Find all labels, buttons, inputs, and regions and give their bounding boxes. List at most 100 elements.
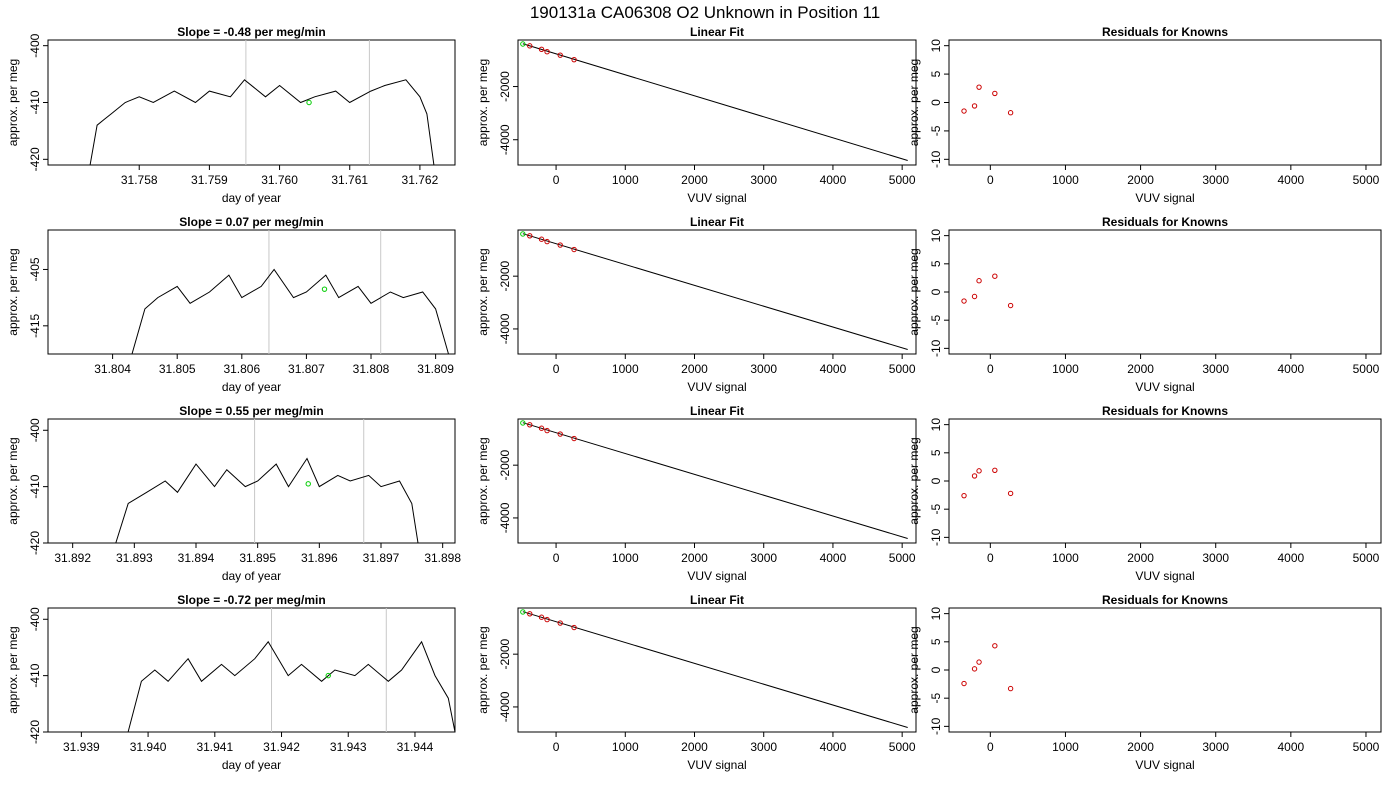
- x-tick-label: 31.760: [261, 173, 298, 187]
- panel-title: Residuals for Knowns: [1102, 404, 1228, 418]
- residual-point: [971, 473, 978, 479]
- panel-title: Linear Fit: [690, 215, 744, 229]
- plot-frame: [517, 607, 917, 733]
- x-tick-label: 3000: [750, 740, 777, 754]
- x-tick-label: 0: [553, 740, 560, 754]
- known-point: [571, 435, 577, 442]
- plot-frame: [47, 607, 456, 733]
- plot-area: [520, 420, 908, 539]
- x-axis-label: day of year: [222, 380, 281, 394]
- plot-frame: [47, 418, 456, 544]
- x-tick-label: 0: [987, 173, 994, 187]
- x-axis-label: day of year: [222, 758, 281, 772]
- plot-area: [961, 467, 1014, 499]
- x-tick-label: 3000: [1202, 362, 1229, 376]
- y-tick-label: 10: [929, 229, 943, 243]
- x-tick-label: 31.939: [63, 740, 100, 754]
- panel-residuals-row-2: Residuals for Knowns 0 1000 2000 3000 4000 500…: [907, 215, 1382, 394]
- fit-line: [522, 233, 908, 350]
- panel-title: Residuals for Knowns: [1102, 215, 1228, 229]
- known-point: [544, 616, 550, 623]
- known-point: [544, 238, 550, 245]
- y-tick-label: 5: [929, 260, 943, 267]
- x-axis-label: VUV signal: [687, 191, 746, 205]
- y-tick-label: 0: [929, 288, 943, 295]
- y-tick-label: -420: [28, 720, 42, 744]
- panel-residuals-row-1: Residuals for Knowns 0 1000 2000 3000 4000 500…: [907, 25, 1382, 205]
- y-tick-label: 0: [929, 666, 943, 673]
- y-tick-label: -2000: [498, 261, 512, 292]
- y-axis-label: approx. per meg: [476, 248, 490, 335]
- unknown-point: [306, 99, 312, 106]
- y-tick-label: -400: [28, 607, 42, 631]
- x-tick-label: 31.940: [130, 740, 167, 754]
- panel-title: Residuals for Knowns: [1102, 593, 1228, 607]
- y-tick-label: 0: [929, 477, 943, 484]
- y-axis-label: approx. per meg: [6, 248, 20, 335]
- x-tick-label: 3000: [1202, 173, 1229, 187]
- x-tick-label: 4000: [820, 173, 847, 187]
- x-axis-label: VUV signal: [687, 380, 746, 394]
- panel-grid: Slope = -0.48 per meg/min 31.758 31.759 31.…: [6, 25, 1382, 772]
- residual-point: [1007, 490, 1014, 497]
- x-tick-label: 31.898: [424, 551, 461, 565]
- plot-area: [89, 40, 435, 165]
- residual-point: [1007, 685, 1014, 692]
- residual-point: [961, 108, 967, 114]
- residual-point: [1007, 110, 1014, 116]
- y-tick-label: -400: [28, 33, 42, 57]
- unknown-point: [520, 609, 526, 615]
- known-point: [527, 43, 533, 49]
- residual-point: [976, 84, 982, 90]
- x-tick-label: 31.892: [54, 551, 91, 565]
- y-axis-label: approx. per meg: [6, 626, 20, 713]
- panel-title: Slope = 0.07 per meg/min: [179, 215, 323, 229]
- plot-area: [115, 419, 419, 543]
- y-axis-label: approx. per meg: [907, 59, 921, 146]
- y-tick-label: -5: [929, 315, 943, 326]
- residual-point: [976, 468, 982, 474]
- x-tick-label: 3000: [1202, 740, 1229, 754]
- x-tick-label: 1000: [1052, 551, 1079, 565]
- plot-frame: [517, 229, 917, 355]
- trace-line: [115, 457, 419, 543]
- trace-line: [127, 640, 455, 732]
- residual-point: [971, 103, 978, 109]
- y-tick-label: 5: [929, 638, 943, 645]
- plot-frame: [517, 418, 917, 544]
- y-tick-label: -10: [929, 717, 943, 735]
- plot-frame: [948, 607, 1382, 733]
- unknown-point: [520, 41, 526, 47]
- x-tick-label: 31.944: [397, 740, 434, 754]
- plot-frame: [948, 39, 1382, 166]
- residual-point: [992, 467, 998, 473]
- x-axis-label: VUV signal: [1135, 380, 1194, 394]
- plot-frame: [948, 229, 1382, 355]
- x-tick-label: 31.759: [191, 173, 228, 187]
- x-tick-label: 5000: [1353, 362, 1380, 376]
- y-tick-label: -405: [28, 257, 42, 281]
- x-tick-label: 31.893: [116, 551, 153, 565]
- x-tick-label: 31.807: [288, 362, 325, 376]
- x-tick-label: 1000: [1052, 740, 1079, 754]
- x-axis-label: VUV signal: [687, 569, 746, 583]
- x-tick-label: 31.896: [301, 551, 338, 565]
- known-point: [538, 46, 545, 53]
- x-tick-label: 1000: [1052, 173, 1079, 187]
- x-tick-label: 31.943: [330, 740, 367, 754]
- y-tick-label: -415: [28, 313, 42, 337]
- x-tick-label: 2000: [1127, 551, 1154, 565]
- x-axis-label: day of year: [222, 191, 281, 205]
- residual-point: [971, 293, 978, 300]
- x-tick-label: 3000: [750, 362, 777, 376]
- x-tick-label: 0: [987, 362, 994, 376]
- unknown-point: [520, 231, 526, 237]
- y-tick-label: -2000: [498, 639, 512, 670]
- known-point: [538, 425, 545, 431]
- plot-frame: [47, 39, 456, 166]
- x-tick-label: 2000: [1127, 362, 1154, 376]
- x-tick-label: 31.897: [363, 551, 400, 565]
- x-tick-label: 5000: [1353, 173, 1380, 187]
- x-tick-label: 5000: [1353, 740, 1380, 754]
